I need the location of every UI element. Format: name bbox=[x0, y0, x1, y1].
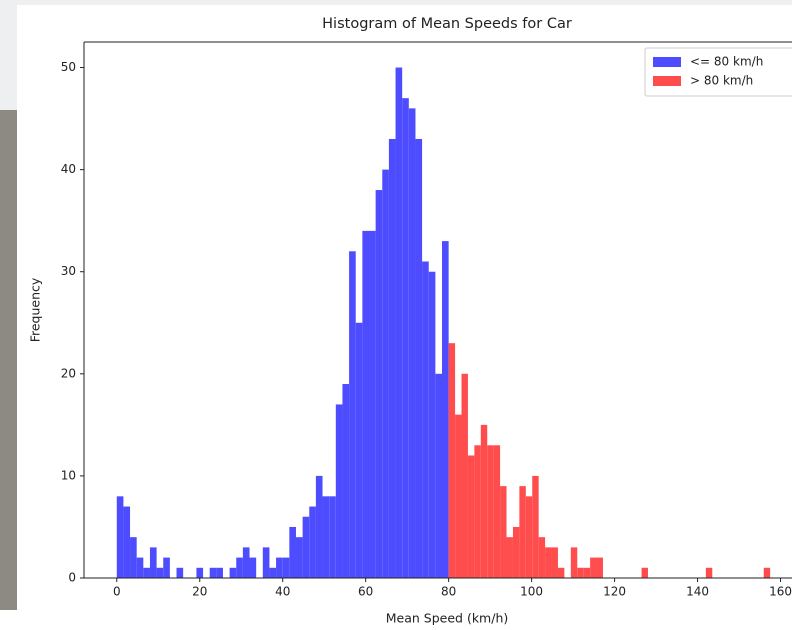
x-tick-label: 60 bbox=[358, 585, 373, 599]
histogram-bar bbox=[545, 547, 552, 578]
histogram-bar bbox=[448, 343, 456, 578]
histogram-bar bbox=[130, 537, 137, 578]
chart-title: Histogram of Mean Speeds for Car bbox=[322, 16, 572, 32]
histogram-bar bbox=[123, 506, 131, 578]
histogram-bar bbox=[229, 567, 237, 578]
histogram-bar bbox=[557, 567, 565, 578]
histogram-bar bbox=[329, 496, 336, 578]
histogram-bar bbox=[402, 98, 409, 579]
histogram-bar bbox=[596, 557, 603, 578]
y-axis-label: Frequency bbox=[28, 277, 43, 342]
histogram-bar bbox=[455, 414, 462, 578]
y-tick-label: 20 bbox=[61, 366, 76, 380]
legend-swatch bbox=[653, 57, 681, 67]
legend: <= 80 km/h > 80 km/h bbox=[644, 47, 792, 97]
histogram-bar bbox=[309, 506, 316, 578]
histogram-bar bbox=[525, 496, 533, 578]
legend-box bbox=[644, 47, 792, 97]
y-tick-label: 0 bbox=[68, 571, 76, 585]
histogram-bar bbox=[116, 496, 124, 578]
histogram-bar bbox=[422, 261, 429, 578]
x-tick-label: 160 bbox=[769, 585, 792, 599]
y-tick-label: 40 bbox=[61, 162, 76, 176]
histogram-bar bbox=[415, 138, 423, 578]
histogram-bar bbox=[349, 251, 356, 579]
histogram-bar bbox=[395, 67, 403, 579]
histogram-bar bbox=[276, 557, 283, 578]
histogram-bar bbox=[461, 373, 468, 578]
legend-swatch bbox=[653, 76, 681, 86]
histogram-bar bbox=[216, 567, 223, 578]
screen-strip bbox=[0, 0, 792, 5]
histogram-bar bbox=[355, 322, 363, 578]
histogram-bar bbox=[295, 537, 303, 578]
histogram-bar bbox=[163, 557, 170, 578]
x-tick-label: 40 bbox=[275, 585, 290, 599]
legend-label: <= 80 km/h bbox=[690, 55, 763, 69]
histogram-bar bbox=[428, 271, 436, 578]
histogram-bar bbox=[375, 190, 383, 579]
histogram-bar bbox=[590, 557, 597, 578]
histogram-bar bbox=[551, 547, 558, 578]
x-tick-label: 100 bbox=[520, 585, 543, 599]
histogram-bar bbox=[249, 557, 257, 578]
histogram-bar bbox=[322, 496, 330, 578]
histogram-bar bbox=[480, 424, 488, 578]
histogram-bar bbox=[282, 557, 290, 578]
y-tick-label: 30 bbox=[61, 264, 76, 278]
histogram-bar bbox=[136, 557, 144, 578]
histogram-bar bbox=[538, 537, 546, 578]
histogram-bar bbox=[342, 384, 350, 578]
histogram-bar bbox=[442, 241, 449, 579]
histogram-bar bbox=[705, 567, 713, 578]
histogram-bar bbox=[289, 526, 296, 578]
histogram-bar bbox=[388, 138, 396, 578]
screen-strip bbox=[0, 0, 17, 110]
histogram-bar bbox=[493, 445, 501, 578]
histogram-bar bbox=[209, 567, 217, 578]
x-tick-label: 140 bbox=[686, 585, 709, 599]
histogram-bar bbox=[506, 537, 513, 578]
histogram-bar bbox=[362, 230, 369, 578]
histogram-bar bbox=[196, 567, 204, 578]
y-tick-label: 10 bbox=[61, 468, 76, 482]
histogram-bar bbox=[408, 108, 416, 578]
histogram-bar bbox=[641, 567, 648, 578]
histogram-bar bbox=[570, 547, 578, 578]
histogram-bar bbox=[149, 547, 157, 578]
legend-label: > 80 km/h bbox=[690, 74, 753, 88]
histogram-bar bbox=[763, 567, 771, 578]
x-axis-label: Mean Speed (km/h) bbox=[386, 611, 509, 626]
histogram-bar bbox=[500, 486, 507, 578]
histogram-bar bbox=[467, 455, 475, 578]
histogram-bar bbox=[583, 567, 591, 578]
histogram-bar bbox=[242, 547, 250, 578]
histogram-bar bbox=[335, 404, 343, 578]
histogram-bar bbox=[512, 526, 520, 578]
histogram-bar bbox=[176, 567, 184, 578]
x-tick-label: 120 bbox=[603, 585, 626, 599]
histogram-bar bbox=[236, 557, 243, 578]
histogram-bar bbox=[435, 373, 443, 578]
histogram-bar bbox=[262, 547, 270, 578]
x-tick-label: 0 bbox=[113, 585, 121, 599]
x-tick-label: 20 bbox=[192, 585, 207, 599]
histogram-bar bbox=[269, 567, 277, 578]
histogram-bar bbox=[519, 486, 526, 578]
histogram-bar bbox=[315, 475, 323, 578]
screen-photo bbox=[0, 110, 17, 610]
histogram-bar bbox=[474, 445, 481, 578]
histogram-bar bbox=[577, 567, 584, 578]
histogram-bar bbox=[368, 230, 376, 578]
histogram-bar bbox=[487, 445, 494, 578]
x-tick-label: 80 bbox=[441, 585, 456, 599]
y-tick-label: 50 bbox=[61, 60, 76, 74]
histogram-bar bbox=[532, 475, 539, 578]
histogram-bar bbox=[156, 567, 164, 578]
histogram-bar bbox=[382, 169, 389, 578]
histogram-bar bbox=[302, 516, 310, 578]
histogram-bar bbox=[143, 567, 150, 578]
